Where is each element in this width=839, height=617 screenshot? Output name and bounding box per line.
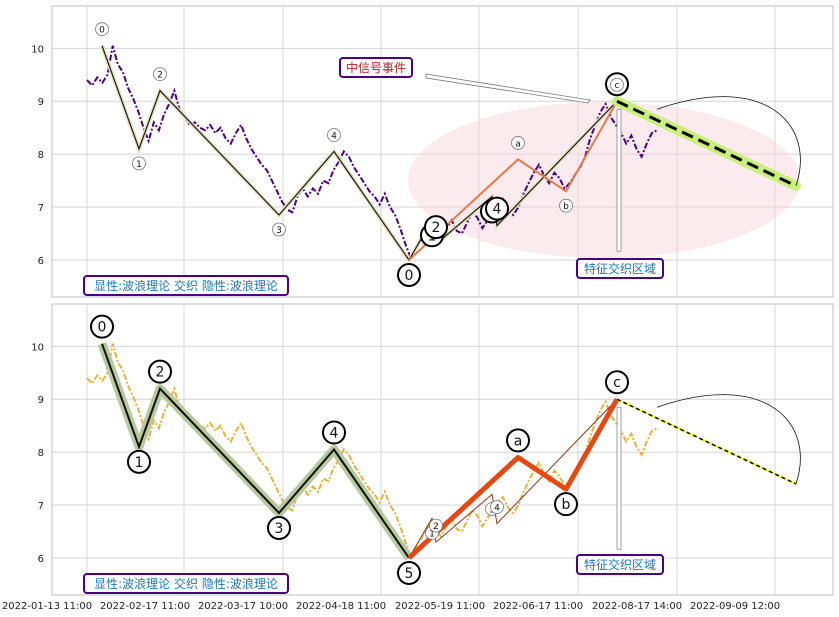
- wave-label-text: 1: [135, 455, 144, 471]
- wave-label-text: 0: [98, 320, 107, 336]
- wave-label-text: c: [615, 81, 620, 91]
- upper-chart-panel: 678910012345012345abc中信号事件特征交织区域显性:波浪理论 …: [31, 5, 834, 298]
- x-tick-label: 2022-01-13 11:00: [2, 601, 92, 612]
- wave-label-text: 4: [493, 202, 502, 218]
- x-axis-labels: 2022-01-13 11:00 2022-02-17 11:00 2022-03-…: [2, 601, 780, 612]
- annotation-text: 特征交织区域: [584, 557, 656, 572]
- wave-label-text: a: [514, 433, 523, 449]
- vertical-marker-arrow: [616, 406, 622, 550]
- y-tick-label: 9: [38, 97, 44, 108]
- annotation-box: [339, 57, 413, 78]
- wave-label-text: 5: [405, 566, 414, 582]
- wave-label-circle: [429, 518, 443, 533]
- wave-label-text: 2: [156, 365, 165, 381]
- forecast-line: [616, 99, 797, 188]
- wave-label-text: 0: [405, 268, 414, 284]
- x-tick-label: 2022-05-19 11:00: [395, 601, 485, 612]
- wave-label-circle: [506, 428, 530, 453]
- wave-abc-line: [407, 398, 620, 560]
- y-tick-label: 9: [38, 395, 44, 406]
- wave-label-circle: [132, 156, 146, 171]
- wave-label-text: 1: [429, 529, 435, 539]
- wave-label-circle: [267, 515, 291, 540]
- wave-label-circle: [605, 370, 629, 395]
- wave-label-text: 4: [494, 504, 500, 514]
- wave-label-text: b: [562, 497, 571, 513]
- annotation-text: 中信号事件: [346, 60, 406, 75]
- annotation-text: 特征交织区域: [584, 261, 656, 276]
- lower-chart-panel: 6789100123451234abc特征交织区域显性:波浪理论 交织 隐性:波…: [31, 303, 834, 596]
- y-tick-label: 7: [38, 203, 44, 214]
- wave-label-circle: [397, 560, 421, 585]
- wave-label-text: 3: [276, 226, 282, 236]
- wave-label-text: 0: [99, 26, 105, 36]
- footer-label-text: 显性:波浪理论 交织 隐性:波浪理论: [94, 278, 278, 293]
- wave-label-circle: [148, 359, 172, 384]
- wave-label-text: 4: [330, 426, 339, 442]
- wave-label-circle: [485, 196, 509, 221]
- wave-label-circle: [322, 420, 346, 445]
- y-tick-label: 6: [38, 256, 44, 267]
- x-tick-label: 2022-06-17 11:00: [493, 601, 583, 612]
- wave-label-circle: [327, 128, 341, 142]
- wave-label-text: 1: [136, 160, 142, 170]
- wave-label-circle: [559, 198, 573, 213]
- x-tick-label: 2022-09-09 12:00: [690, 601, 780, 612]
- wave-label-text: 2: [157, 71, 163, 81]
- wave-label-circle: [511, 136, 525, 150]
- x-tick-label: 2022-08-17 14:00: [592, 601, 682, 612]
- y-tick-label: 7: [38, 501, 44, 512]
- footer-label-text: 显性:波浪理论 交织 隐性:波浪理论: [94, 576, 278, 591]
- wave-label-circle: [424, 215, 448, 240]
- wave-label-text: 2: [432, 220, 441, 236]
- x-tick-label: 2022-04-18 11:00: [296, 601, 386, 612]
- forecast-arc: [656, 394, 801, 485]
- wave-label-circle: [90, 314, 114, 339]
- x-tick-label: 2022-03-17 10:00: [198, 601, 288, 612]
- forecast-arc: [656, 96, 801, 187]
- y-tick-label: 8: [38, 448, 44, 459]
- wave-label-text: a: [515, 139, 521, 149]
- y-tick-label: 10: [31, 44, 44, 55]
- wave-impulse-line: [101, 343, 410, 559]
- footer-label-box: [83, 275, 289, 296]
- annotation-box: [576, 258, 664, 279]
- signal-arrow: [425, 73, 591, 104]
- vertical-marker-arrow: [616, 108, 622, 252]
- plot-frame: [51, 303, 834, 596]
- annotation-box: [576, 554, 664, 575]
- y-tick-label: 6: [38, 554, 44, 565]
- wave-label-circle: [153, 67, 167, 82]
- x-tick-label: 2022-02-17 11:00: [100, 601, 190, 612]
- wave-sub-line: [408, 398, 618, 559]
- wave-label-text: c: [613, 375, 621, 391]
- wave-label-circle: [95, 22, 109, 37]
- forecast-line: [616, 398, 797, 485]
- wave-label-circle: [554, 492, 578, 517]
- wave-label-text: b: [563, 202, 569, 212]
- wave-label-circle: [490, 500, 504, 514]
- wave-abc-line: [408, 100, 618, 261]
- wave-label-text: 2: [433, 522, 439, 532]
- wave-label-circle: [127, 449, 151, 474]
- wave-label-circle: [272, 222, 286, 237]
- footer-label-box: [83, 573, 289, 594]
- y-tick-label: 10: [31, 342, 44, 353]
- wave-label-circle: [397, 262, 421, 287]
- y-tick-label: 8: [38, 150, 44, 161]
- wave-label-circle: [610, 77, 624, 92]
- wave-label-text: 4: [331, 132, 337, 142]
- wave-label-text: 3: [275, 521, 284, 537]
